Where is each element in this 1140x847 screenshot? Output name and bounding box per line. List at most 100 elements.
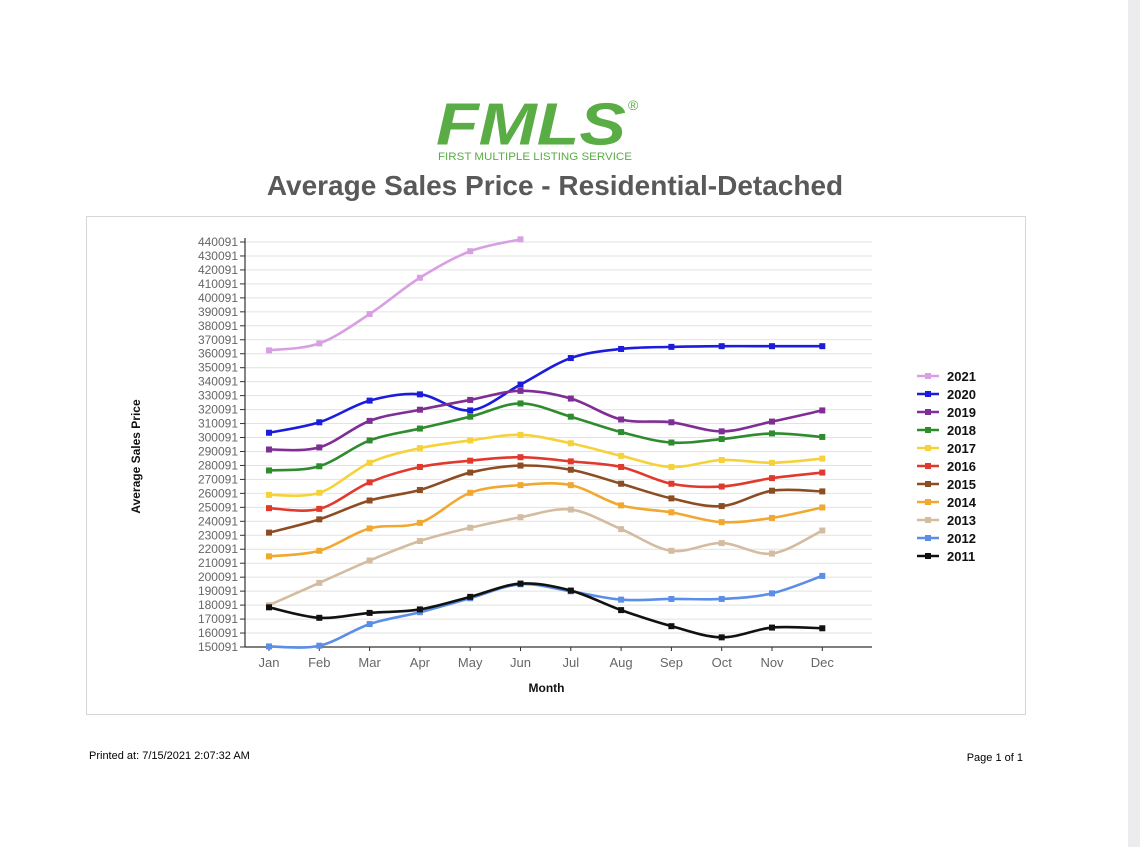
data-point-2017	[618, 452, 625, 459]
y-tick-label: 380091	[198, 319, 238, 333]
legend-label: 2012	[947, 531, 976, 546]
data-point-2014	[819, 504, 826, 511]
x-tick-label: Mar	[358, 655, 381, 670]
data-point-2017	[316, 489, 323, 496]
data-point-2016	[618, 463, 625, 470]
data-point-2017	[467, 437, 474, 444]
y-tick-label: 240091	[198, 514, 238, 528]
legend-label: 2015	[947, 477, 976, 492]
data-point-2013	[416, 537, 423, 544]
y-tick-label: 160091	[198, 626, 238, 640]
legend-swatch-marker	[925, 517, 931, 523]
data-point-2020	[668, 343, 675, 350]
y-tick-label: 300091	[198, 431, 238, 445]
data-point-2021	[416, 274, 423, 281]
y-tick-label: 350091	[198, 361, 238, 375]
x-tick-label: Jul	[562, 655, 579, 670]
fmls-logo: FMLS ® FIRST MULTIPLE LISTING SERVICE	[436, 92, 639, 163]
data-point-2019	[517, 387, 524, 394]
y-tick-label: 320091	[198, 403, 238, 417]
data-point-2012	[718, 595, 725, 602]
y-tick-label: 280091	[198, 458, 238, 472]
data-point-2018	[769, 430, 775, 437]
data-point-2019	[769, 418, 775, 425]
data-point-2019	[316, 444, 323, 451]
data-point-2013	[366, 557, 373, 564]
data-point-2016	[668, 480, 675, 487]
data-point-2011	[668, 623, 675, 630]
series-line-2019	[268, 389, 823, 452]
data-point-2013	[517, 514, 524, 521]
legend-swatch-marker	[925, 463, 931, 469]
x-tick-label: Jun	[510, 655, 531, 670]
y-tick-label: 360091	[198, 347, 238, 361]
x-tick-label: Oct	[712, 655, 733, 670]
data-point-2017	[769, 459, 775, 466]
x-tick-label: Nov	[760, 655, 784, 670]
data-point-2012	[668, 595, 675, 602]
data-point-2017	[819, 455, 826, 462]
data-point-2018	[416, 425, 423, 432]
data-point-2015	[366, 497, 373, 504]
data-point-2021	[467, 248, 474, 255]
x-tick-label: Jan	[259, 655, 280, 670]
x-tick-label: Sep	[660, 655, 683, 670]
legend-label: 2021	[947, 369, 976, 384]
data-point-2017	[517, 431, 524, 438]
series-line-2018	[268, 402, 823, 472]
data-point-2019	[567, 395, 574, 402]
data-point-2011	[819, 625, 826, 632]
data-point-2011	[467, 593, 474, 600]
y-tick-label: 400091	[198, 291, 238, 305]
data-point-2019	[266, 446, 272, 453]
data-point-2020	[316, 419, 323, 426]
y-tick-label: 270091	[198, 472, 238, 486]
data-point-2020	[567, 355, 574, 362]
data-point-2020	[819, 343, 826, 350]
data-point-2019	[416, 406, 423, 413]
data-point-2012	[366, 621, 373, 628]
data-point-2014	[467, 489, 474, 496]
data-point-2012	[618, 596, 625, 603]
data-point-2020	[517, 381, 524, 388]
logo-tagline: FIRST MULTIPLE LISTING SERVICE	[438, 151, 632, 163]
y-tick-label: 410091	[198, 277, 238, 291]
y-tick-label: 210091	[198, 556, 238, 570]
data-point-2014	[618, 502, 625, 509]
data-point-2013	[618, 526, 625, 533]
data-point-2021	[316, 340, 323, 347]
y-tick-label: 370091	[198, 333, 238, 347]
data-point-2016	[718, 483, 725, 490]
series-line-2013	[268, 507, 823, 607]
data-point-2019	[366, 417, 373, 424]
data-point-2015	[567, 466, 574, 473]
data-point-2020	[266, 429, 272, 436]
y-tick-label: 150091	[198, 640, 238, 654]
data-point-2012	[769, 590, 775, 597]
printed-at-text: Printed at: 7/15/2021 2:07:32 AM	[89, 750, 250, 762]
data-point-2018	[467, 413, 474, 420]
data-point-2018	[668, 439, 675, 446]
data-point-2020	[769, 343, 775, 350]
data-point-2019	[718, 428, 725, 435]
series-line-2014	[268, 482, 823, 558]
data-point-2016	[467, 457, 474, 464]
data-point-2011	[316, 614, 323, 621]
data-point-2012	[316, 642, 323, 649]
legend-label: 2019	[947, 405, 976, 420]
data-point-2016	[266, 505, 272, 512]
data-point-2013	[567, 506, 574, 513]
data-point-2013	[316, 579, 323, 586]
legend-swatch-marker	[925, 427, 931, 433]
series-line-2015	[268, 464, 823, 534]
data-point-2018	[366, 437, 373, 444]
series-line-2020	[268, 344, 823, 435]
page-edge-strip	[1128, 0, 1140, 847]
y-tick-label: 310091	[198, 417, 238, 431]
data-point-2016	[517, 454, 524, 461]
legend-label: 2020	[947, 387, 976, 402]
data-point-2011	[718, 634, 725, 641]
data-point-2014	[316, 547, 323, 554]
legend-swatch-marker	[925, 499, 931, 505]
data-point-2021	[366, 311, 373, 318]
